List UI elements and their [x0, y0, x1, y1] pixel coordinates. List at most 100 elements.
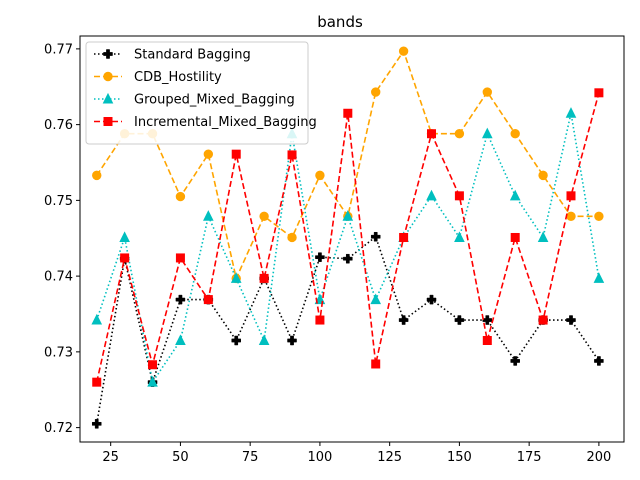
data-point — [594, 211, 604, 221]
data-point — [509, 189, 521, 201]
series-3 — [92, 88, 604, 387]
data-point — [147, 376, 158, 387]
data-point — [566, 191, 576, 201]
data-point — [481, 127, 493, 139]
x-tick-label: 125 — [377, 450, 402, 465]
data-point — [287, 232, 297, 243]
data-point — [454, 315, 465, 325]
legend-label: Grouped_Mixed_Bagging — [134, 93, 295, 108]
y-tick-label: 0.75 — [44, 194, 73, 209]
data-point — [426, 294, 437, 305]
data-point — [510, 356, 520, 366]
y-tick-label: 0.77 — [44, 42, 73, 57]
data-point — [315, 252, 325, 262]
data-point — [203, 210, 214, 221]
data-point — [398, 315, 409, 325]
chart-title: bands — [317, 13, 363, 31]
data-point — [566, 211, 576, 221]
y-tick-label: 0.76 — [44, 118, 73, 133]
data-point — [119, 231, 130, 242]
legend-label: CDB_Hostility — [134, 70, 222, 85]
data-point — [398, 46, 409, 56]
data-point — [482, 336, 492, 345]
data-point — [426, 189, 437, 201]
legend-label: Incremental_Mixed_Bagging — [134, 115, 317, 130]
data-point — [510, 129, 520, 139]
x-tick-label: 150 — [447, 450, 472, 465]
series-line — [95, 113, 600, 385]
data-point — [370, 293, 382, 305]
legend-marker — [103, 71, 113, 82]
data-point — [287, 335, 297, 346]
y-tick-label: 0.73 — [44, 345, 73, 360]
data-point — [566, 315, 576, 325]
data-point — [259, 211, 269, 221]
data-point — [454, 129, 465, 139]
x-axis: 25 50 75 100 125 150 175 200 — [102, 442, 611, 465]
data-point — [427, 129, 437, 139]
legend-marker — [102, 92, 114, 104]
data-point — [120, 253, 130, 263]
data-point — [287, 150, 297, 160]
series-line — [95, 235, 600, 424]
data-point — [148, 360, 158, 370]
x-tick-label: 200 — [586, 450, 611, 465]
data-point — [343, 253, 353, 264]
y-tick-label: 0.74 — [44, 270, 73, 285]
legend-box — [85, 41, 309, 145]
series-0 — [91, 231, 604, 429]
x-tick-label: 25 — [102, 450, 119, 465]
data-point — [371, 359, 381, 369]
data-point — [454, 231, 465, 242]
data-point — [594, 356, 604, 366]
x-tick-label: 100 — [308, 450, 333, 465]
data-point — [538, 315, 548, 325]
data-point — [258, 334, 270, 345]
y-axis: 0.72 0.73 0.74 0.75 0.76 0.77 — [44, 42, 80, 436]
data-point — [538, 170, 548, 181]
data-point — [315, 170, 325, 181]
x-tick-label: 175 — [517, 450, 542, 465]
data-point — [175, 191, 186, 202]
data-point — [343, 108, 353, 118]
data-point — [175, 253, 185, 263]
data-point — [259, 273, 269, 283]
data-point — [482, 87, 493, 97]
legend: Standard Bagging CDB_Hostility Grouped_Mix… — [85, 41, 317, 145]
legend-marker — [103, 49, 113, 59]
legend-entry: Incremental_Mixed_Bagging — [94, 115, 317, 130]
legend-entry: Standard Bagging — [94, 48, 251, 63]
x-tick-label: 50 — [172, 450, 189, 465]
data-point — [399, 232, 409, 242]
legend-entry: CDB_Hostility — [94, 70, 222, 85]
y-tick-label: 0.72 — [44, 421, 73, 436]
data-point — [342, 210, 354, 221]
data-point — [594, 88, 604, 98]
data-point — [537, 231, 549, 242]
legend-entry: Grouped_Mixed_Bagging — [94, 93, 295, 108]
data-point — [91, 313, 103, 325]
data-point — [371, 87, 381, 97]
data-point — [203, 149, 214, 159]
data-point — [370, 231, 381, 242]
data-point — [92, 170, 102, 181]
data-point — [230, 272, 242, 283]
data-point — [231, 149, 241, 159]
data-point — [510, 232, 520, 242]
data-point — [593, 272, 605, 283]
data-point — [231, 335, 241, 346]
data-point — [565, 107, 577, 118]
data-point — [175, 334, 186, 345]
legend-marker — [103, 117, 113, 126]
data-point — [454, 191, 464, 201]
data-point — [91, 419, 102, 429]
data-point — [203, 295, 213, 305]
x-tick-label: 75 — [242, 450, 259, 465]
data-point — [315, 315, 325, 325]
plot-area-frame — [79, 35, 625, 443]
legend-label: Standard Bagging — [134, 48, 251, 63]
data-point — [175, 294, 186, 305]
data-point — [92, 377, 102, 387]
series-layer — [91, 46, 605, 429]
